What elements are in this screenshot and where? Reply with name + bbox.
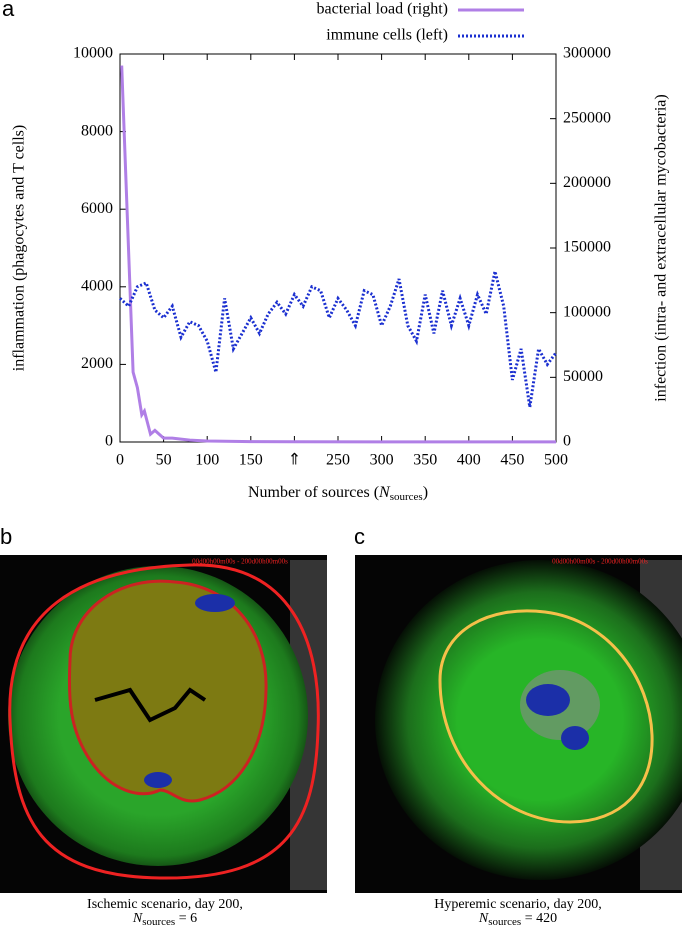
debris <box>94 687 207 723</box>
plot-area: inflammation (phagocytes and T cells) in… <box>11 53 670 503</box>
series-line <box>118 270 558 408</box>
panel-b-image: 00d00h00m00s - 200d00h00m00s <box>0 555 327 893</box>
x-tick-label: 500 <box>544 452 568 469</box>
x-tick-label: ⇑ <box>288 452 301 469</box>
panel-c-image: 00d00h00m00s - 200d00h00m00s <box>355 555 682 893</box>
y-tick-label: 0 <box>105 433 113 450</box>
caption: Nsources = 420 <box>478 911 557 925</box>
x-tick-label: 50 <box>156 452 172 469</box>
x-tick-label: 0 <box>116 452 124 469</box>
caption-part: sources <box>142 916 175 925</box>
y2-tick-label: 0 <box>563 433 571 450</box>
caption-part: N <box>478 911 489 925</box>
y-tick-label: 4000 <box>81 277 113 294</box>
series-line <box>120 65 556 444</box>
caption-part: = 420 <box>521 911 557 925</box>
caption: Ischemic scenario, day 200, <box>87 897 243 912</box>
legend-label: bacterial load (right) <box>317 1 449 18</box>
image-label: 00d00h00m00s - 200d00h00m00s <box>552 558 648 566</box>
y-axis-title: inflammation (phagocytes and T cells) <box>11 125 28 371</box>
immune-cluster <box>526 684 570 716</box>
x-tick-label: 450 <box>500 452 524 469</box>
x-axis-title-part: ) <box>423 484 428 501</box>
y2-tick-label: 300000 <box>563 45 611 62</box>
image-label: 00d00h00m00s - 200d00h00m00s <box>192 558 288 566</box>
y-tick-label: 2000 <box>81 355 113 372</box>
y2-tick-label: 250000 <box>563 109 611 126</box>
lesion-boundary <box>438 609 654 824</box>
x-tick-label: 250 <box>326 452 350 469</box>
y-tick-label: 6000 <box>81 200 113 217</box>
caption-part: sources <box>488 916 521 925</box>
x-tick-label: 100 <box>195 452 219 469</box>
x-tick-label: 300 <box>370 452 394 469</box>
x-axis-title-part: N <box>378 484 391 501</box>
lesion-boundary <box>8 563 320 880</box>
y2-tick-label: 50000 <box>563 368 603 385</box>
caption: Nsources = 6 <box>132 911 197 925</box>
caption-part: = 6 <box>175 911 197 925</box>
y-tick-label: 8000 <box>81 122 113 139</box>
y2-tick-label: 100000 <box>563 303 611 320</box>
x-tick-label: 350 <box>413 452 437 469</box>
caption: Hyperemic scenario, day 200, <box>434 897 602 912</box>
y2-tick-label: 150000 <box>563 239 611 256</box>
x-tick-label: 400 <box>457 452 481 469</box>
x-tick-label: 150 <box>239 452 263 469</box>
panel-label: b <box>0 524 12 549</box>
immune-cluster <box>561 726 589 750</box>
immune-cluster <box>144 772 172 788</box>
immune-cluster <box>195 594 235 612</box>
legend-label: immune cells (left) <box>326 27 448 44</box>
plot-frame <box>119 53 557 443</box>
panel-label: c <box>354 524 365 549</box>
x-axis-title-part: Number of sources ( <box>248 484 379 501</box>
x-axis-title: Number of sources (Nsources) <box>248 484 428 503</box>
y-tick-label: 10000 <box>73 45 113 62</box>
caption-part: N <box>132 911 143 925</box>
x-axis-title-part: sources <box>390 491 423 503</box>
panel-label: a <box>2 0 15 21</box>
y2-tick-label: 200000 <box>563 174 611 191</box>
necrotic-core <box>67 579 268 803</box>
y2-axis-title: infection (intra- and extracellular myco… <box>653 94 670 401</box>
